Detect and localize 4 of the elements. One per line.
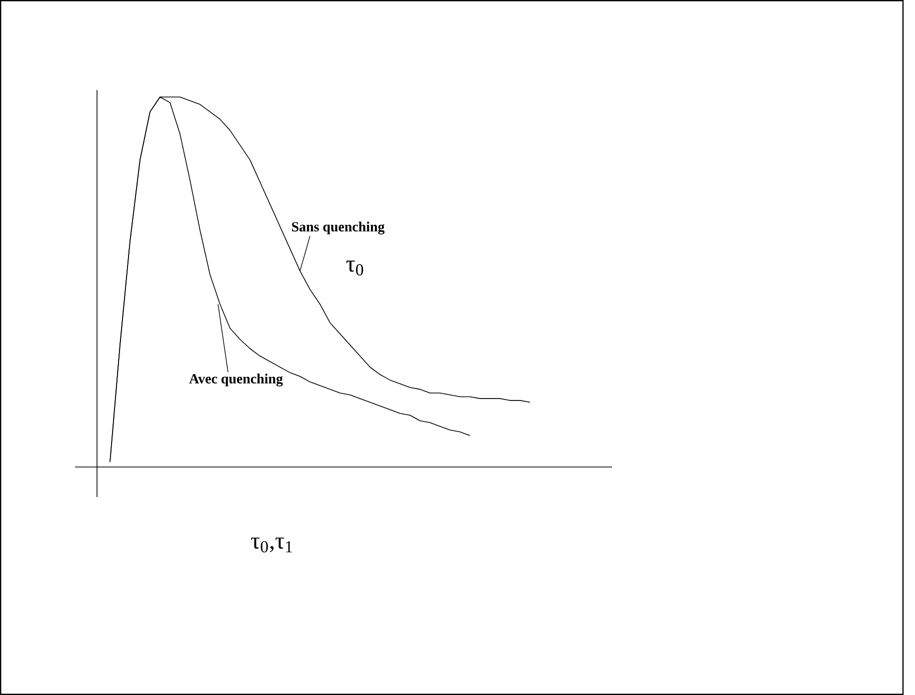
annotation: τ$_{0}$ — [346, 260, 364, 276]
series-label: Sans quenching — [292, 222, 385, 234]
x-axis-title: τ$_{0}$,τ$_{1}$ — [251, 538, 292, 552]
series-label: Avec quenching — [189, 374, 283, 386]
